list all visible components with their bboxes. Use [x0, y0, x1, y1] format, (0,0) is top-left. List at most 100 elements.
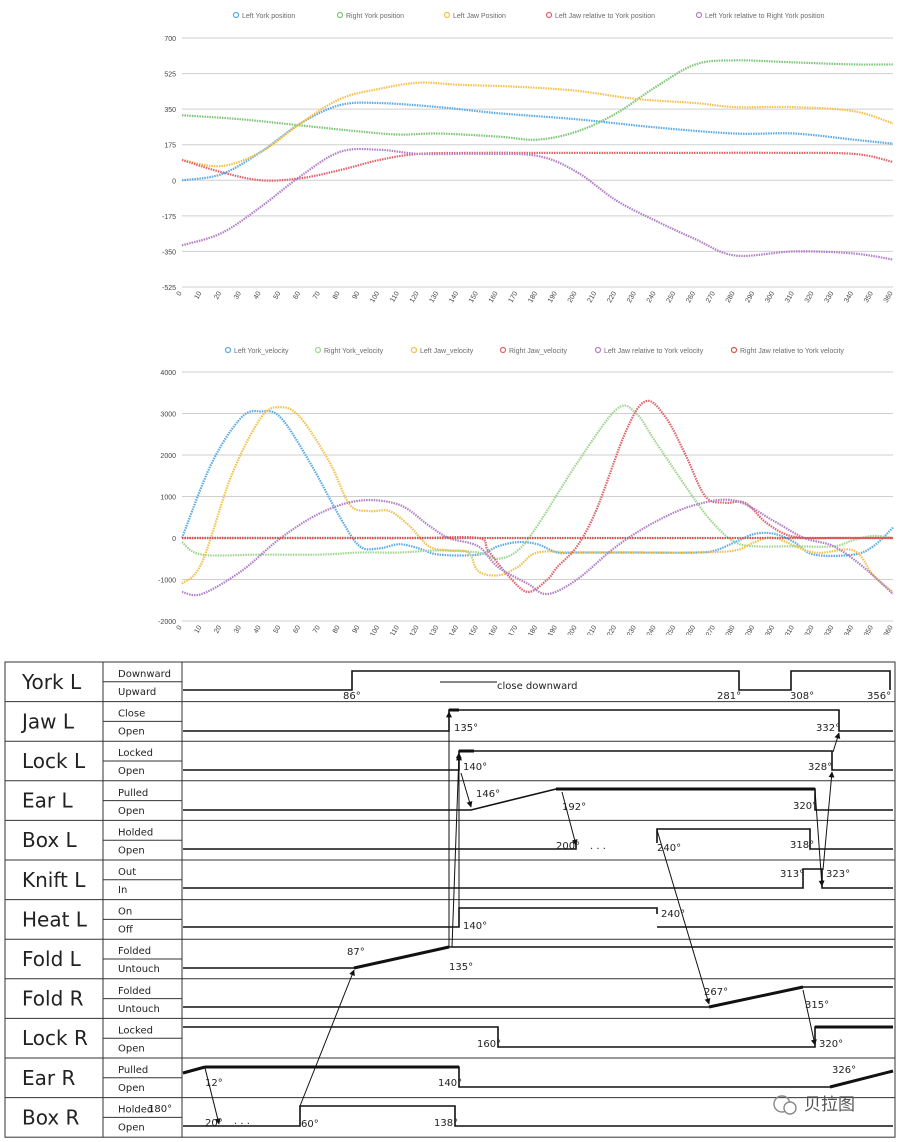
timing-state-top: Locked: [118, 748, 153, 759]
x-tick-label: 320: [804, 290, 816, 304]
x-tick-label: 360: [883, 290, 895, 304]
x-tick-label: 340: [843, 624, 855, 635]
series-line: [181, 406, 894, 593]
x-tick-label: 50: [273, 624, 283, 634]
x-tick-label: 60: [292, 290, 302, 300]
legend-label: Left Jaw relative to York velocity: [604, 348, 704, 355]
x-tick-label: 30: [233, 290, 243, 300]
arrow-ear-to-box: [561, 791, 578, 846]
velocity-legend: Left York_velocity Right York_velocity Lef…: [224, 346, 844, 355]
x-tick-label: 130: [429, 624, 441, 635]
timing-state-top: Pulled: [118, 1065, 148, 1076]
anno-heat-140: 140°: [463, 921, 487, 932]
legend-label: Left York relative to Right York positio…: [705, 13, 825, 20]
anno-lock-r-320: 320°: [819, 1039, 843, 1050]
timing-state-top: Folded: [118, 946, 151, 957]
arrow-lock-to-jaw: [832, 732, 841, 753]
y-tick-label: 350: [164, 107, 176, 114]
legend-marker: [695, 11, 703, 19]
x-tick-label: 180: [527, 624, 539, 635]
anno-york-281: 281°: [717, 691, 741, 702]
x-tick-label: 300: [764, 624, 776, 635]
legend-label: Left Jaw relative to York position: [555, 13, 655, 20]
anno-jaw-135: 135°: [454, 723, 478, 734]
anno-ear-192: 192°: [562, 802, 586, 813]
anno-box-r-180: 180°: [148, 1104, 172, 1115]
trace-york-l: [183, 670, 891, 691]
trace-ear-l: [183, 788, 893, 811]
timing-state-top: Holded: [118, 1105, 153, 1116]
x-tick-label: 70: [312, 624, 322, 634]
legend-marker: [730, 346, 738, 354]
anno-heat-240: 240°: [661, 909, 685, 920]
arrow-lock-to-ear: [460, 772, 473, 808]
y-tick-label: 175: [164, 143, 176, 150]
timing-state-top: Downward: [118, 669, 171, 680]
x-tick-label: 100: [369, 624, 381, 635]
anno-york-356: 356°: [867, 691, 891, 702]
arrow-box-to-fold-r: [656, 829, 711, 1005]
timing-state-bottom: Open: [118, 766, 145, 777]
trace-knift-l: [183, 868, 893, 889]
x-tick-label: 330: [824, 290, 836, 304]
x-tick-label: 220: [606, 624, 618, 635]
anno-ear-r-140: 140°: [438, 1078, 462, 1089]
anno-fold-r-315: 315°: [805, 1000, 829, 1011]
anno-box-318: 318°: [790, 840, 814, 851]
timing-row-label: Jaw L: [20, 709, 75, 733]
x-tick-label: 20: [213, 290, 223, 300]
x-tick-label: 40: [253, 290, 263, 300]
timing-state-top: Pulled: [118, 788, 148, 799]
legend-label: Left York position: [242, 13, 295, 20]
x-tick-label: 300: [764, 290, 776, 304]
timing-row-label: Fold R: [22, 987, 84, 1011]
series-line: [181, 498, 894, 597]
x-tick-label: 310: [784, 624, 796, 635]
x-tick-label: 210: [587, 624, 599, 635]
x-tick-label: 240: [646, 624, 658, 635]
x-tick-label: 0: [176, 624, 184, 631]
anno-box-240: 240°: [657, 843, 681, 854]
legend-label: Right Jaw_velocity: [509, 348, 567, 355]
y-tick-label: 3000: [160, 412, 176, 419]
timing-state-bottom: Open: [118, 1083, 145, 1094]
x-tick-label: 0: [176, 290, 184, 297]
trace-box-l-2: [656, 828, 893, 850]
timing-state-bottom: Untouch: [118, 1004, 160, 1015]
x-tick-label: 170: [508, 624, 520, 635]
y-tick-label: -2000: [158, 619, 176, 626]
y-tick-label: 1000: [160, 495, 176, 502]
legend-label: Right Jaw relative to York velocity: [740, 348, 844, 355]
series-line: [181, 404, 894, 560]
timing-state-bottom: Untouch: [118, 964, 160, 975]
anno-lock-140: 140°: [463, 762, 487, 773]
position-chart: Left York position Right York position Lef…: [162, 11, 895, 304]
anno-lock-328: 328°: [808, 762, 832, 773]
timing-state-bottom: Off: [118, 925, 134, 936]
timing-diagram: York L Downward Upward Jaw L Close Open Lock L…: [4, 661, 896, 1138]
anno-york-86: 86°: [343, 691, 361, 702]
x-tick-label: 90: [352, 290, 362, 300]
x-tick-label: 40: [253, 624, 263, 634]
arrow-fold-r-to-lock-r: [802, 989, 817, 1046]
x-tick-label: 60: [292, 624, 302, 634]
x-tick-label: 220: [606, 290, 618, 304]
x-tick-label: 350: [863, 290, 875, 304]
x-tick-label: 330: [824, 624, 836, 635]
anno-box-r-60: 60°: [301, 1119, 319, 1130]
anno-ear-r-12: 12°: [205, 1078, 223, 1089]
anno-box-r-dots: . . .: [234, 1116, 250, 1127]
y-tick-label: -1000: [158, 578, 176, 585]
x-tick-label: 250: [666, 290, 678, 304]
x-tick-label: 210: [587, 290, 599, 304]
trace-heat-l: [183, 907, 658, 928]
wechat-icon-inner: [783, 1101, 797, 1115]
series-line: [181, 81, 894, 168]
x-tick-label: 130: [429, 290, 441, 304]
x-tick-label: 140: [448, 290, 460, 304]
timing-row-label: York L: [21, 670, 82, 694]
series-line: [182, 399, 893, 594]
timing-state-bottom: Open: [118, 845, 145, 856]
x-tick-label: 150: [468, 624, 480, 635]
